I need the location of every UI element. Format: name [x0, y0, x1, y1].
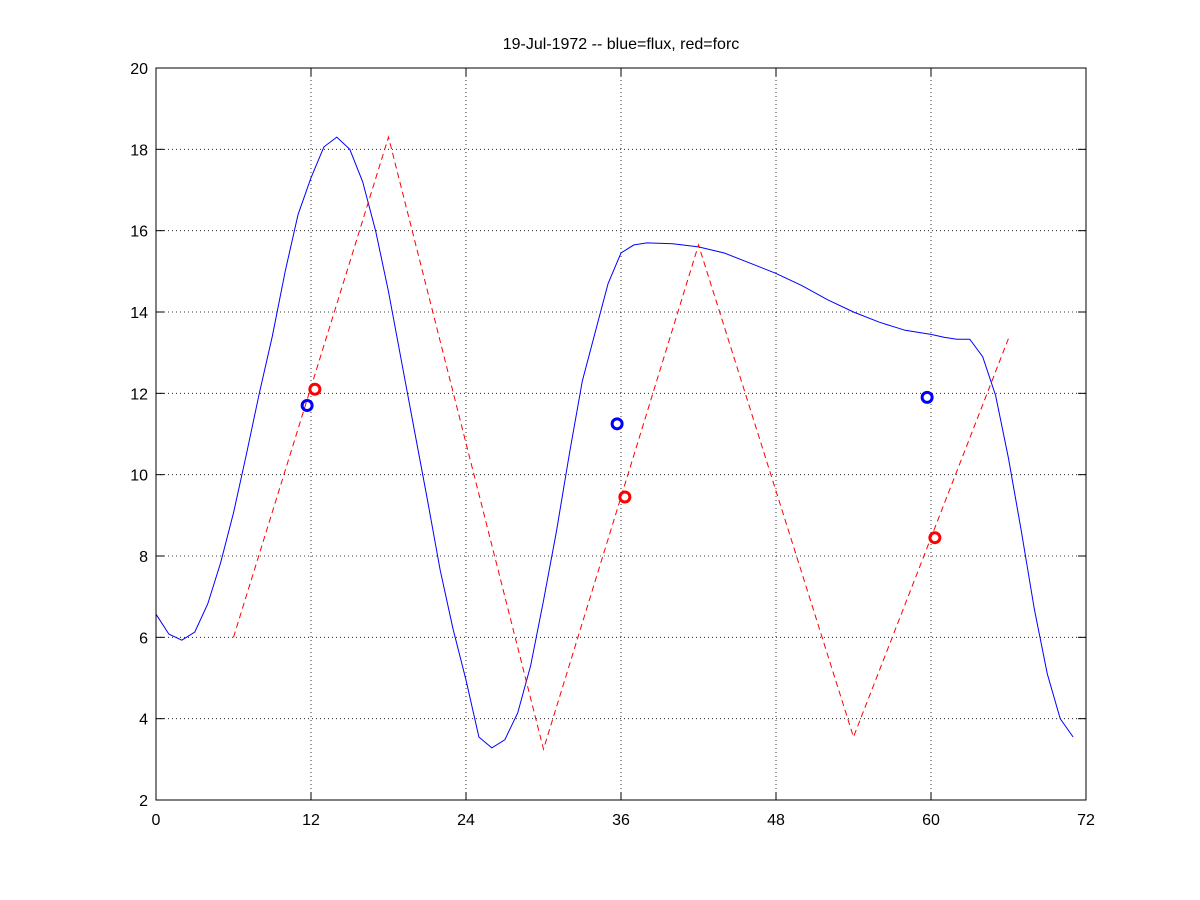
marker-forc	[618, 490, 632, 504]
marker-flux	[300, 399, 314, 413]
x-tick-label: 48	[767, 812, 785, 829]
y-tick-label: 10	[130, 468, 148, 485]
y-tick-label: 14	[130, 305, 148, 322]
y-tick-label: 16	[130, 224, 148, 241]
series-line-flux	[155, 136, 1074, 749]
y-tick-label: 18	[130, 142, 148, 159]
x-tick-label: 36	[612, 812, 630, 829]
x-tick-label: 72	[1077, 812, 1095, 829]
y-tick-label: 6	[139, 630, 148, 647]
y-tick-label: 8	[139, 549, 148, 566]
marker-forc	[308, 382, 322, 396]
y-tick-label: 20	[130, 61, 148, 78]
y-tick-label: 2	[139, 793, 148, 810]
marker-flux	[920, 390, 934, 404]
plot-area	[155, 135, 1074, 752]
y-tick-label: 12	[130, 386, 148, 403]
x-tick-label: 24	[457, 812, 475, 829]
x-tick-label: 0	[152, 812, 161, 829]
chart-title: 19-Jul-1972 -- blue=flux, red=forc	[503, 36, 740, 53]
x-tick-label: 60	[922, 812, 940, 829]
grid	[156, 68, 1086, 800]
marker-forc	[928, 531, 942, 545]
marker-flux	[610, 417, 624, 431]
y-tick-label: 4	[139, 712, 148, 729]
x-tick-label: 12	[302, 812, 320, 829]
